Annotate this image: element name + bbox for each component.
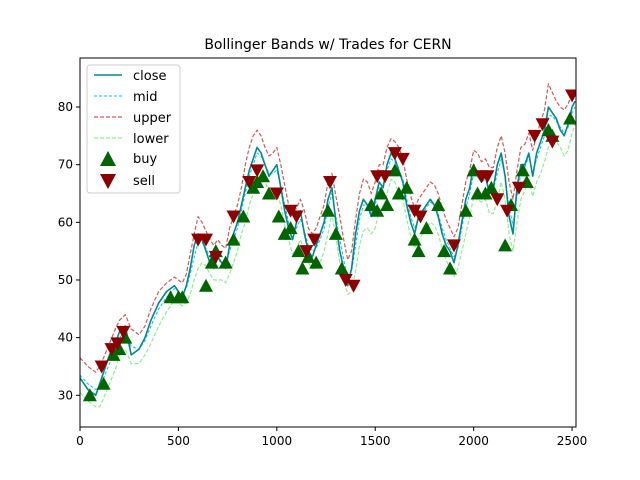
y-tick-label: 70: [58, 158, 73, 172]
buy-marker: [261, 186, 276, 200]
sell-marker: [346, 279, 361, 293]
sell-marker: [480, 170, 495, 184]
sell-marker: [446, 239, 461, 253]
buy-marker: [82, 388, 97, 402]
buy-marker: [226, 232, 241, 246]
sell-marker: [322, 175, 337, 189]
sell-marker: [116, 325, 131, 339]
sell-marker: [242, 175, 257, 189]
buy-marker: [370, 203, 385, 217]
buy-marker: [112, 342, 127, 356]
buy-marker: [271, 209, 286, 223]
plot-frame: [79, 57, 577, 428]
y-tick-label: 60: [58, 215, 73, 229]
buy-marker: [498, 238, 513, 252]
y-tick-label: 30: [58, 388, 73, 402]
buy-marker: [399, 180, 414, 194]
legend-label-buy: buy: [133, 152, 157, 167]
series-mid-line: [80, 106, 576, 390]
legend-label-close: close: [133, 69, 166, 84]
sell-marker: [299, 245, 314, 259]
legend-label-sell: sell: [133, 174, 155, 189]
buy-marker: [431, 198, 446, 212]
sell-marker: [226, 210, 241, 224]
sell-marker: [94, 360, 109, 374]
y-tick-label: 50: [58, 273, 73, 287]
buy-marker: [283, 221, 298, 235]
sell-marker: [490, 193, 505, 207]
buy-marker: [484, 180, 499, 194]
buy-marker: [380, 198, 395, 212]
series-lower-line: [80, 124, 576, 408]
buy-marker: [364, 198, 379, 212]
sell-marker: [545, 135, 560, 149]
sell-marker: [527, 129, 542, 143]
legend: close mid upper lower buy sell: [86, 64, 181, 194]
buy-marker: [328, 226, 343, 240]
markers-layer: [82, 89, 576, 402]
buy-marker: [387, 163, 402, 177]
buy-marker: [419, 221, 434, 235]
legend-label-upper: upper: [133, 111, 172, 126]
legend-label-lower: lower: [133, 132, 169, 147]
sell-marker: [413, 210, 428, 224]
x-tick-label: 1500: [360, 434, 391, 448]
legend-label-mid: mid: [133, 90, 158, 105]
x-tick-label: 2000: [458, 434, 489, 448]
buy-marker: [407, 232, 422, 246]
buy-marker: [443, 261, 458, 275]
buy-marker: [391, 186, 406, 200]
sell-marker: [338, 273, 353, 287]
sell-marker: [110, 337, 125, 351]
sell-marker: [104, 343, 119, 357]
buy-marker: [291, 244, 306, 258]
y-tick-label: 80: [58, 100, 73, 114]
buy-marker: [175, 290, 190, 304]
x-tick-label: 2500: [557, 434, 588, 448]
buy-marker: [96, 376, 111, 390]
sell-marker: [395, 152, 410, 166]
sell-marker: [208, 250, 223, 264]
plot-area: [80, 83, 576, 408]
buy-marker: [236, 209, 251, 223]
buy-marker: [218, 255, 233, 269]
chart-title: Bollinger Bands w/ Trades for CERN: [204, 37, 451, 53]
sell-marker: [500, 204, 515, 218]
x-tick-label: 500: [167, 434, 190, 448]
buy-marker: [309, 255, 324, 269]
y-axis: 30 40 50 60 70 80: [58, 100, 80, 402]
buy-marker: [334, 261, 349, 275]
buy-marker: [204, 255, 219, 269]
sell-marker: [565, 89, 576, 103]
sell-marker: [289, 210, 304, 224]
buy-marker: [301, 249, 316, 263]
sell-marker: [250, 164, 265, 178]
x-tick-label: 0: [76, 434, 84, 448]
legend-swatch-buy: [100, 151, 116, 166]
series-upper-line: [80, 83, 576, 373]
sell-marker: [378, 170, 393, 184]
buy-marker: [374, 186, 389, 200]
sell-marker: [307, 233, 322, 247]
buy-marker: [563, 111, 576, 125]
buy-marker: [295, 261, 310, 275]
sell-marker: [269, 187, 284, 201]
y-tick-label: 40: [58, 331, 73, 345]
sell-marker: [511, 181, 526, 195]
buy-marker: [411, 244, 426, 258]
buy-marker: [321, 203, 335, 217]
x-axis: 0 500 1000 1500 2000 2500: [76, 427, 587, 448]
buy-marker: [437, 244, 452, 258]
buy-marker: [458, 203, 473, 217]
legend-swatch-sell: [100, 174, 116, 189]
buy-marker: [515, 163, 530, 177]
sell-marker: [535, 118, 550, 132]
buy-marker: [198, 278, 213, 292]
sell-marker: [387, 147, 402, 161]
sell-marker: [198, 233, 213, 247]
buy-marker: [256, 169, 271, 183]
x-tick-label: 1000: [262, 434, 293, 448]
